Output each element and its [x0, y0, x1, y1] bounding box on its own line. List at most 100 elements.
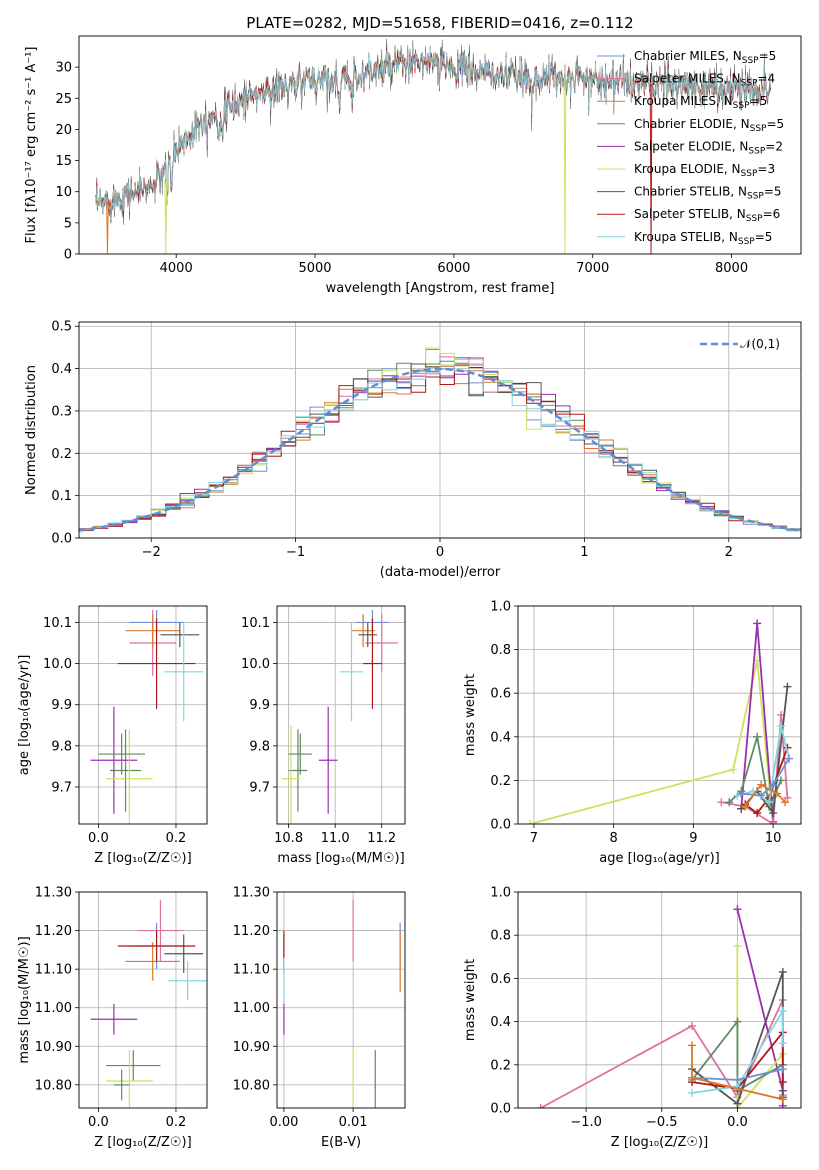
axes-frame	[517, 891, 802, 1109]
y-tick-label: 10.90	[233, 1040, 270, 1055]
plot-area	[281, 610, 399, 824]
weight-marker	[769, 809, 778, 818]
y-tick-label: 10.1	[241, 616, 270, 631]
plot-area	[79, 347, 801, 532]
y-axis-label: age [log₁₀(age/yr)]	[17, 655, 32, 776]
y-tick-label: 11.00	[35, 1001, 72, 1016]
x-tick-label: −0.5	[646, 1115, 678, 1130]
x-tick-label: 0.01	[339, 1115, 368, 1130]
panel-weight-vs-Z: −1.0 −0.5 0.0 0.0 0.2 0.4 0.6 0.8 1.0 Z [log₁₀(Z/…	[463, 886, 802, 1150]
x-tick-label: 0.2	[166, 831, 187, 846]
spectrum-dropout	[106, 201, 109, 254]
weight-marker	[733, 905, 742, 914]
y-tick-label: 11.00	[233, 1001, 270, 1016]
y-tick-label: 0	[64, 248, 72, 263]
y-tick-label: 0.8	[490, 643, 511, 658]
error-bar-point	[90, 706, 138, 814]
weight-line	[691, 1007, 784, 1094]
x-tick-label: 1	[580, 545, 588, 560]
weight-marker	[777, 721, 786, 730]
grid	[79, 891, 207, 1108]
x-tick-label: 0.0	[88, 1115, 109, 1130]
x-axis-label: age [log₁₀(age/yr)]	[599, 851, 720, 866]
weight-marker	[769, 820, 778, 824]
weight-marker	[765, 798, 774, 807]
error-bar-point	[98, 733, 145, 775]
x-tick-label: 9	[689, 831, 697, 846]
x-axis-label: mass [log₁₀(M/M☉)]	[277, 851, 404, 866]
weight-marker	[769, 780, 778, 789]
y-tick-label: 1.0	[490, 886, 511, 901]
error-bar-point	[365, 614, 399, 672]
error-bar-point	[90, 1003, 138, 1035]
weight-marker	[733, 942, 742, 950]
weight-marker	[741, 802, 750, 811]
legend: Chabrier MILES, NSSP=5 Salpeter MILES, NS…	[597, 49, 784, 247]
weight-marker	[688, 1041, 697, 1050]
gaussian-curve	[79, 367, 801, 532]
y-tick-label: 0.2	[490, 774, 511, 789]
x-tick-label: 10.8	[274, 831, 303, 846]
error-bar-point	[113, 1069, 130, 1101]
weight-marker	[725, 798, 734, 807]
y-axis-label: mass weight	[463, 959, 478, 1041]
error-bar-point	[318, 706, 338, 814]
axes-frame	[276, 891, 406, 1109]
weight-marker	[729, 765, 738, 774]
error-bar-point	[351, 614, 375, 648]
weight-marker	[536, 1104, 545, 1108]
axes-frame	[276, 605, 406, 825]
panel-mass-vs-EBV: 0.00 0.01 10.80 10.90 11.00 11.10 11.20 11.30 E(…	[233, 886, 406, 1150]
legend-entry: Salpeter ELODIE, NSSP=2	[634, 139, 783, 156]
error-bar-point	[117, 618, 196, 709]
panel-spectrum: 4000 5000 6000 7000 8000 0 5 10 15 20 25 30 waveleng…	[24, 35, 802, 296]
x-tick-label: 0	[436, 545, 444, 560]
grid	[277, 891, 405, 1108]
weight-marker	[757, 791, 766, 800]
legend-entry: Kroupa MILES, NSSP=5	[634, 94, 767, 111]
grid	[79, 606, 207, 824]
error-bar-point	[363, 618, 382, 709]
error-bar-point	[106, 1050, 153, 1108]
x-axis-label: Z [log₁₀(Z/Z☉)]	[611, 1135, 708, 1150]
weight-line	[721, 714, 789, 824]
x-tick-label: 0.0	[727, 1115, 748, 1130]
x-tick-label: 7	[530, 831, 538, 846]
weight-marker	[778, 1039, 787, 1048]
legend-entry: Kroupa ELODIE, NSSP=3	[634, 162, 775, 179]
spectrum-line	[95, 46, 771, 221]
x-tick-label: −1	[286, 545, 305, 560]
y-tick-label: 20	[55, 123, 72, 138]
y-tick-label: 0.3	[51, 404, 72, 419]
y-axis-label: Flux [fλ10⁻¹⁷ erg cm⁻² s⁻¹ A⁻¹]	[24, 47, 39, 244]
y-tick-label: 0.0	[490, 818, 511, 833]
x-tick-label: 10	[765, 831, 782, 846]
panel-mass-vs-Z: 0.0 0.2 10.80 10.90 11.00 11.10 11.20 11.30 Z [l…	[17, 886, 208, 1150]
x-tick-label: 7000	[576, 261, 609, 276]
grid	[277, 606, 405, 824]
weight-marker	[733, 1099, 742, 1108]
error-bar-point	[281, 725, 301, 824]
y-tick-label: 10	[55, 185, 72, 200]
weight-line	[744, 783, 786, 808]
y-tick-label: 9.7	[51, 780, 72, 795]
error-bar-point	[106, 729, 153, 824]
y-tick-label: 9.9	[249, 698, 270, 713]
y-tick-label: 0.4	[51, 362, 72, 377]
weight-marker	[778, 967, 787, 976]
y-tick-label: 0.6	[490, 687, 511, 702]
x-tick-label: 0.2	[166, 1115, 187, 1130]
legend-entry: Chabrier ELODIE, NSSP=5	[634, 117, 784, 134]
weight-line	[741, 758, 790, 797]
error-bar-point	[168, 961, 207, 1000]
axes-frame	[78, 321, 802, 539]
x-axis-label: Z [log₁₀(Z/Z☉)]	[94, 1135, 191, 1150]
weight-marker	[785, 754, 794, 763]
error-bar-point	[117, 930, 196, 962]
weight-marker	[688, 1088, 697, 1097]
error-bar-point	[125, 942, 180, 981]
weight-marker	[733, 1017, 742, 1026]
panel-weight-vs-age: 7 8 9 10 0.0 0.2 0.4 0.6 0.8 1.0 age [log₁₀(age/yr…	[463, 600, 802, 866]
weight-marker	[783, 793, 792, 802]
